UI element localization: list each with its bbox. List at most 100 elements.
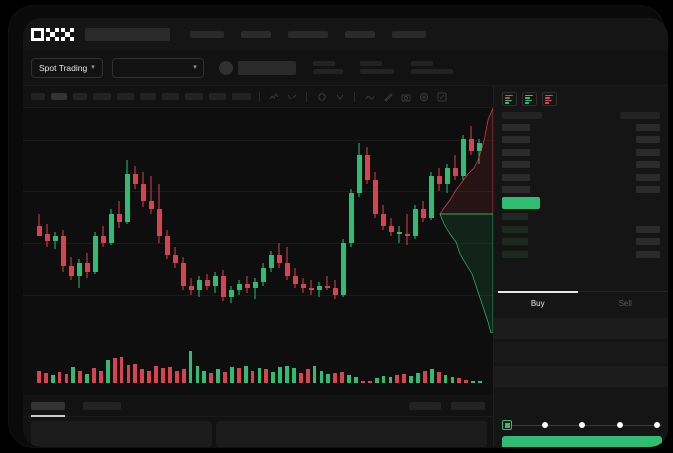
timeframe-list bbox=[31, 93, 251, 100]
amount-slider[interactable] bbox=[502, 420, 662, 430]
okx-logo[interactable] bbox=[31, 27, 75, 41]
orderbook-column-headers bbox=[494, 110, 668, 122]
volume-bar bbox=[229, 367, 234, 383]
ticker-stat-2 bbox=[410, 61, 453, 74]
ticker-bar: Spot Trading ▾ ▾ bbox=[23, 50, 668, 86]
candle bbox=[389, 108, 394, 333]
orderbook-row[interactable] bbox=[502, 237, 660, 247]
slider-stop-25[interactable] bbox=[541, 421, 548, 428]
candle bbox=[285, 108, 290, 333]
timeframe-button-0[interactable] bbox=[31, 93, 45, 100]
volume-bar bbox=[71, 367, 76, 383]
candle bbox=[405, 108, 410, 333]
settings-icon[interactable] bbox=[418, 91, 429, 102]
timeframe-button-1[interactable] bbox=[51, 93, 67, 100]
bottom-action-1[interactable] bbox=[451, 401, 485, 410]
candle bbox=[229, 108, 234, 333]
nav-item-1[interactable] bbox=[241, 30, 271, 38]
order-field-1[interactable] bbox=[494, 342, 668, 363]
top-navigation-bar bbox=[23, 18, 668, 50]
alert-icon[interactable] bbox=[316, 91, 327, 102]
candle bbox=[437, 108, 442, 333]
orderbook-size bbox=[636, 250, 660, 258]
nav-item-2[interactable] bbox=[288, 30, 328, 38]
slider-stop-100[interactable] bbox=[654, 421, 660, 428]
candle bbox=[181, 108, 186, 333]
bids-only-icon[interactable] bbox=[522, 92, 537, 106]
volume-bar bbox=[57, 371, 62, 383]
candle bbox=[477, 108, 482, 333]
bottom-panel-1 bbox=[215, 421, 487, 447]
submit-order-button[interactable] bbox=[502, 436, 662, 447]
chart-tool-list bbox=[268, 91, 447, 102]
orderbook-price bbox=[502, 186, 530, 193]
candle bbox=[269, 108, 274, 333]
orderbook-row[interactable] bbox=[502, 212, 660, 222]
timeframe-button-9[interactable] bbox=[232, 93, 251, 100]
both-icon[interactable] bbox=[502, 92, 517, 106]
bottom-tab-0[interactable] bbox=[31, 401, 65, 417]
slider-stop-50[interactable] bbox=[579, 421, 585, 428]
nav-item-0[interactable] bbox=[190, 30, 224, 38]
order-tab-buy[interactable]: Buy bbox=[494, 291, 582, 315]
trading-mode-selector[interactable]: Spot Trading ▾ bbox=[31, 57, 103, 78]
orderbook-row[interactable] bbox=[502, 135, 660, 145]
indicators-icon[interactable] bbox=[268, 91, 279, 102]
order-field-0[interactable] bbox=[494, 318, 668, 339]
orderbook-row[interactable] bbox=[502, 160, 660, 170]
orderbook-size bbox=[636, 148, 660, 156]
candle bbox=[397, 108, 402, 333]
order-field-2[interactable] bbox=[494, 366, 668, 387]
volume-bar bbox=[188, 351, 193, 383]
slider-stop-75[interactable] bbox=[616, 421, 623, 428]
volume-bar bbox=[126, 364, 131, 383]
volume-bar bbox=[367, 381, 372, 383]
orderbook-header-0 bbox=[502, 112, 542, 119]
bottom-tab-1[interactable] bbox=[83, 401, 121, 410]
timeframe-button-5[interactable] bbox=[140, 93, 156, 100]
compare-icon[interactable] bbox=[286, 91, 297, 102]
timeframe-button-2[interactable] bbox=[73, 93, 87, 100]
measure-icon[interactable] bbox=[382, 91, 393, 102]
slider-handle[interactable] bbox=[502, 420, 512, 430]
asks-only-icon[interactable] bbox=[542, 92, 557, 106]
chart-type-icon[interactable] bbox=[334, 91, 345, 102]
buy-sell-tabs: Buy Sell bbox=[494, 291, 668, 315]
orderbook-row[interactable] bbox=[502, 122, 660, 132]
camera-icon[interactable] bbox=[400, 91, 411, 102]
candle bbox=[325, 108, 330, 333]
timeframe-button-7[interactable] bbox=[185, 93, 203, 100]
orderbook-row[interactable] bbox=[502, 172, 660, 182]
gridline-2 bbox=[23, 243, 493, 244]
orderbook-price bbox=[502, 250, 528, 258]
orderbook-row[interactable] bbox=[502, 249, 660, 259]
timeframe-button-3[interactable] bbox=[93, 93, 111, 100]
candle bbox=[237, 108, 242, 333]
fullscreen-icon[interactable] bbox=[436, 91, 447, 102]
volume-bar bbox=[457, 378, 462, 383]
volume-bar bbox=[243, 366, 248, 383]
search-input[interactable] bbox=[85, 27, 170, 41]
orderbook-row[interactable] bbox=[502, 185, 660, 195]
timeframe-button-8[interactable] bbox=[209, 93, 226, 100]
orderbook-row[interactable] bbox=[502, 147, 660, 157]
nav-item-4[interactable] bbox=[392, 30, 426, 38]
order-tab-sell[interactable]: Sell bbox=[618, 299, 632, 308]
ticker-stat-label bbox=[359, 61, 382, 66]
trading-pair-selector[interactable]: ▾ bbox=[111, 57, 204, 78]
volume-bar bbox=[278, 367, 282, 383]
timeframe-button-6[interactable] bbox=[162, 93, 179, 100]
candle bbox=[53, 108, 58, 333]
candle bbox=[365, 108, 370, 333]
price-chart[interactable] bbox=[23, 108, 493, 333]
candle bbox=[421, 108, 426, 333]
timeframe-button-4[interactable] bbox=[117, 93, 134, 100]
nav-item-3[interactable] bbox=[345, 30, 375, 38]
pair-avatar bbox=[218, 60, 233, 75]
bottom-action-0[interactable] bbox=[409, 401, 441, 410]
candle bbox=[85, 108, 90, 333]
orderbook-row[interactable] bbox=[502, 224, 660, 234]
orderbook-current-price-row[interactable] bbox=[502, 197, 660, 209]
drawing-icon[interactable] bbox=[364, 91, 375, 102]
